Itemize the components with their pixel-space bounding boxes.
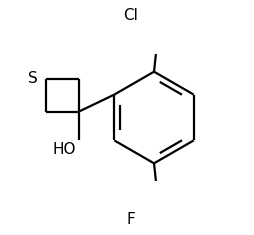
Text: HO: HO	[53, 142, 76, 157]
Text: F: F	[126, 212, 135, 227]
Text: Cl: Cl	[123, 8, 138, 23]
Text: S: S	[28, 71, 38, 86]
